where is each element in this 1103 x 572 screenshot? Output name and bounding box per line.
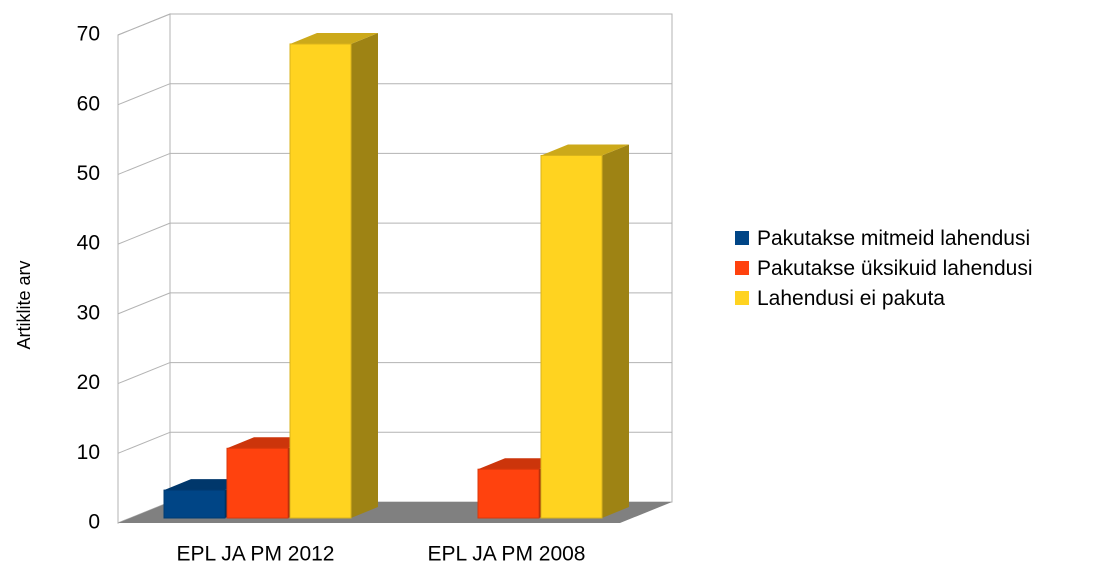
- y-tick-label: 70: [77, 23, 100, 46]
- legend-swatch: [735, 261, 749, 275]
- grid-line: [117, 292, 171, 315]
- legend-label: Pakutakse mitmeid lahendusi: [757, 227, 1031, 250]
- bar: [477, 468, 540, 519]
- y-tick-label: 10: [77, 441, 100, 464]
- bar-side: [602, 144, 629, 518]
- legend-item: Pakutakse üksikuid lahendusi: [735, 256, 1100, 282]
- grid-line: [117, 13, 171, 36]
- grid-line: [117, 83, 171, 106]
- bar: [163, 489, 226, 519]
- bar: [226, 447, 289, 519]
- x-tick-label: EPL JA PM 2008: [428, 543, 586, 566]
- legend-label: Lahendusi ei pakuta: [757, 287, 945, 310]
- legend-item: Lahendusi ei pakuta: [735, 286, 1100, 312]
- y-tick-label: 60: [77, 92, 100, 115]
- bar-top: [290, 32, 378, 44]
- legend: Pakutakse mitmeid lahendusi Pakutakse ük…: [735, 226, 1100, 316]
- y-tick-label: 30: [77, 301, 100, 324]
- legend-label: Pakutakse üksikuid lahendusi: [757, 257, 1033, 280]
- grid-line: [117, 362, 171, 385]
- grid-line: [117, 222, 171, 245]
- legend-swatch: [735, 291, 749, 305]
- y-tick-label: 50: [77, 162, 100, 185]
- y-axis-label: Artiklite arv: [14, 260, 34, 349]
- legend-item: Pakutakse mitmeid lahendusi: [735, 226, 1100, 252]
- bar: [289, 43, 352, 519]
- bar-top: [541, 144, 629, 156]
- y-tick-label: 40: [77, 232, 100, 255]
- y-tick-label: 20: [77, 371, 100, 394]
- legend-swatch: [735, 231, 749, 245]
- y-tick-label: 0: [88, 511, 100, 534]
- grid-line: [117, 431, 171, 454]
- bar-side: [351, 32, 378, 518]
- x-tick-label: EPL JA PM 2012: [177, 543, 335, 566]
- grid-line: [117, 152, 171, 175]
- side-wall: [117, 13, 171, 524]
- bar: [540, 154, 603, 519]
